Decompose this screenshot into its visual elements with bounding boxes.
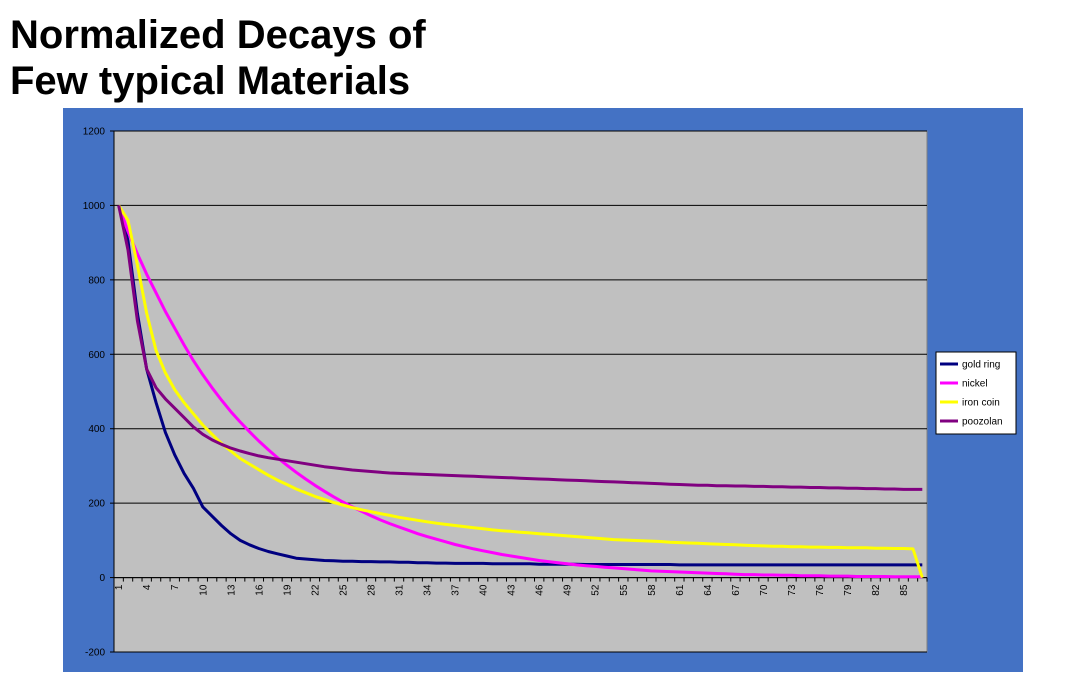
x-tick-label: 31 (395, 584, 406, 596)
x-tick-label: 16 (254, 584, 265, 596)
x-tick-label: 70 (759, 584, 770, 596)
x-tick-label: 1 (114, 584, 125, 590)
slide-title: Normalized Decays of Few typical Materia… (10, 12, 426, 104)
y-tick-label: 0 (99, 573, 105, 584)
x-tick-label: 73 (787, 584, 798, 596)
x-tick-label: 58 (647, 584, 658, 596)
x-tick-label: 10 (198, 584, 209, 596)
series-line-gold-ring (117, 205, 923, 567)
y-tick-label: 400 (88, 424, 105, 435)
series-line-iron-coin (117, 204, 924, 579)
x-tick-label: 67 (731, 584, 742, 596)
y-tick-label: -200 (85, 648, 105, 659)
slide-title-line1: Normalized Decays of (10, 13, 426, 57)
x-tick-label: 13 (226, 584, 237, 596)
x-tick-label: 4 (142, 584, 153, 590)
x-tick-label: 19 (282, 584, 293, 596)
legend-label-nickel: nickel (962, 379, 988, 390)
y-tick-label: 800 (88, 275, 105, 286)
chart-area: -200 0 200 400 600 800 1000 1200 1 4 7 10 13 16 19 22 2… (63, 108, 1023, 672)
legend-label-iron-coin: iron coin (962, 398, 1000, 409)
legend-label-gold-ring: gold ring (962, 360, 1000, 371)
x-tick-label: 79 (843, 584, 854, 596)
x-tick-label: 61 (675, 584, 686, 596)
y-tick-label: 1200 (83, 127, 106, 138)
slide-title-line2: Few typical Materials (10, 59, 411, 103)
line-chart: -200 0 200 400 600 800 1000 1200 1 4 7 10 13 16 19 22 2… (83, 127, 1017, 659)
plot-area (113, 130, 928, 653)
x-tick-label: 40 (479, 584, 490, 596)
x-tick-label: 55 (619, 584, 630, 596)
x-tick-label: 25 (338, 584, 349, 596)
x-tick-label: 43 (507, 584, 518, 596)
legend-label-poozolan: poozolan (962, 417, 1003, 428)
x-tick-label: 85 (899, 584, 910, 596)
x-tick-label: 52 (591, 584, 602, 596)
y-tick-label: 200 (88, 499, 105, 510)
x-tick-label: 64 (703, 584, 714, 596)
x-tick-label: 82 (871, 584, 882, 596)
x-tick-label: 49 (563, 584, 574, 596)
series-line-nickel (117, 204, 923, 579)
x-tick-label: 22 (310, 584, 321, 596)
y-tick-label: 1000 (83, 201, 106, 212)
x-tick-label: 34 (423, 584, 434, 596)
series-line-poozolan (117, 205, 923, 491)
x-tick-label: 37 (451, 584, 462, 596)
y-tick-label: 600 (88, 350, 105, 361)
x-tick-label: 76 (815, 584, 826, 596)
x-tick-label: 28 (366, 584, 377, 596)
x-tick-label: 46 (535, 584, 546, 596)
x-tick-label: 7 (170, 584, 181, 590)
